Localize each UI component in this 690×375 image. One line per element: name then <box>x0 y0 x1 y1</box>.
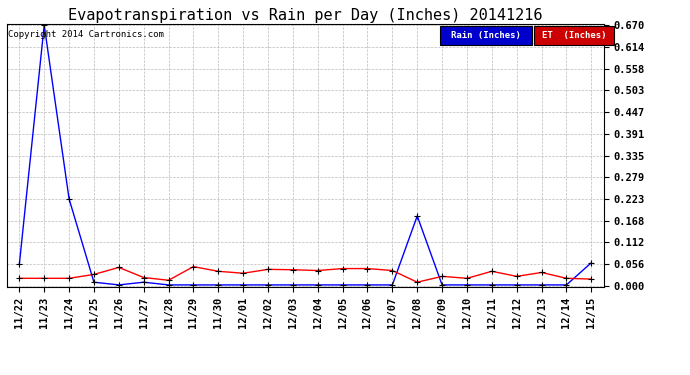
Text: Rain (Inches): Rain (Inches) <box>451 31 520 40</box>
Text: Copyright 2014 Cartronics.com: Copyright 2014 Cartronics.com <box>8 30 164 39</box>
FancyBboxPatch shape <box>440 26 532 45</box>
Text: ET  (Inches): ET (Inches) <box>542 31 606 40</box>
FancyBboxPatch shape <box>534 26 615 45</box>
Title: Evapotranspiration vs Rain per Day (Inches) 20141216: Evapotranspiration vs Rain per Day (Inch… <box>68 8 542 23</box>
